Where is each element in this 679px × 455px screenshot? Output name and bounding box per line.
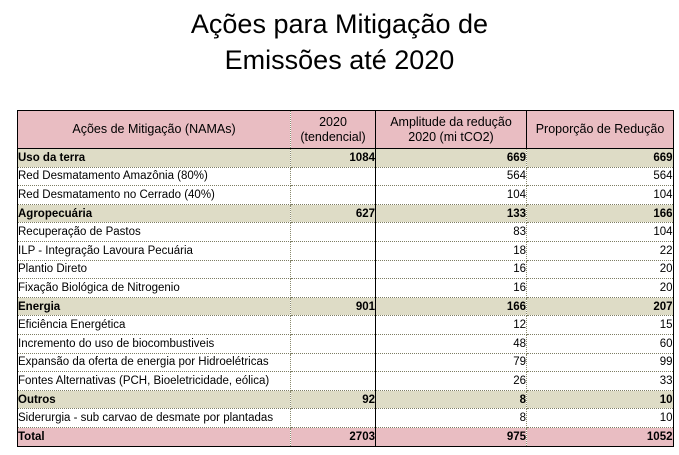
table-body: Uso da terra108466966924,7%24,7%Red Desm… — [17, 148, 674, 446]
cell-2020-tendencial — [290, 278, 376, 298]
table-row: Fontes Alternativas (PCH, Bioeletricidad… — [17, 371, 674, 391]
cell-2020-tendencial: 1084 — [290, 148, 376, 168]
cell-2020-tendencial — [290, 185, 376, 205]
cell-amplitude-min: 12 — [375, 315, 527, 335]
cell-amplitude-min: 8 — [375, 408, 527, 428]
cell-amplitude-min: 8 — [375, 390, 527, 410]
page-title-line-1: Ações para Mitigação de — [190, 9, 489, 39]
table-row: Red Desmatamento Amazônia (80%)56456420,… — [17, 167, 674, 187]
column-header-amplitude-line1: Amplitude da redução — [390, 114, 512, 129]
cell-2020-tendencial — [290, 315, 376, 335]
cell-2020-tendencial: 627 — [290, 204, 376, 224]
cell-amplitude-max: 564 — [526, 167, 674, 187]
cell-2020-tendencial — [290, 260, 376, 280]
cell-action-label: Fontes Alternativas (PCH, Bioeletricidad… — [17, 371, 291, 391]
table-row-group: Outros928100,3%0,4% — [17, 390, 674, 410]
table-row-group: Agropecuária6271331664,9%6,1% — [17, 204, 674, 224]
table-row: Siderurgia - sub carvao de desmate por p… — [17, 408, 674, 428]
mitigation-table-container: Ações de Mitigação (NAMAs) 2020 (tendenc… — [17, 110, 674, 447]
table-row: Fixação Biológica de Nitrogenio16200,6%0… — [17, 278, 674, 298]
table-row: Recuperação de Pastos831043,1%3,8% — [17, 222, 674, 242]
cell-amplitude-min: 26 — [375, 371, 527, 391]
cell-amplitude-min: 133 — [375, 204, 527, 224]
table-row-group: Uso da terra108466966924,7%24,7% — [17, 148, 674, 168]
cell-amplitude-max: 22 — [526, 241, 674, 261]
cell-action-label: Red Desmatamento no Cerrado (40%) — [17, 185, 291, 205]
cell-2020-tendencial — [290, 241, 376, 261]
cell-action-label: Plantio Direto — [17, 260, 291, 280]
table-row: ILP - Integração Lavoura Pecuária18220,7… — [17, 241, 674, 261]
table-header-row: Ações de Mitigação (NAMAs) 2020 (tendenc… — [17, 110, 673, 149]
column-header-2020-line2: (tendencial) — [300, 129, 366, 144]
column-header-amplitude: Amplitude da redução 2020 (mi tCO2) — [375, 110, 527, 149]
cell-2020-tendencial — [290, 167, 376, 187]
cell-amplitude-min: 166 — [375, 297, 527, 317]
column-header-proporcao: Proporção de Redução — [526, 110, 673, 149]
cell-amplitude-min: 564 — [375, 167, 527, 187]
cell-action-label: Uso da terra — [17, 148, 291, 168]
cell-2020-tendencial — [290, 334, 376, 354]
cell-action-label: Eficiência Energética — [17, 315, 291, 335]
cell-amplitude-max: 15 — [526, 315, 674, 335]
mitigation-actions-table: Ações de Mitigação (NAMAs) 2020 (tendenc… — [17, 110, 674, 447]
table-row: Red Desmatamento no Cerrado (40%)1041043… — [17, 185, 674, 205]
cell-action-label: Expansão da oferta de energia por Hidroe… — [17, 353, 291, 373]
cell-amplitude-min: 669 — [375, 148, 527, 168]
column-header-amplitude-line2: 2020 (mi tCO2) — [408, 129, 494, 144]
cell-2020-tendencial: 92 — [290, 390, 376, 410]
cell-action-label: Incremento do uso de biocombustiveis — [17, 334, 291, 354]
cell-2020-tendencial: 2703 — [290, 427, 376, 446]
cell-amplitude-min: 16 — [375, 260, 527, 280]
cell-action-label: Energia — [17, 297, 291, 317]
column-header-2020-line1: 2020 — [319, 114, 347, 129]
table-header: Ações de Mitigação (NAMAs) 2020 (tendenc… — [17, 110, 673, 149]
cell-amplitude-max: 1052 — [526, 427, 674, 446]
cell-action-label: Agropecuária — [17, 204, 291, 224]
cell-action-label: Fixação Biológica de Nitrogenio — [17, 278, 291, 298]
cell-amplitude-min: 975 — [375, 427, 527, 446]
cell-amplitude-min: 18 — [375, 241, 527, 261]
table-row: Eficiência Energética12150,4%0,6% — [17, 315, 674, 335]
page-title: Ações para Mitigação de Emissões até 202… — [0, 6, 679, 78]
cell-amplitude-max: 104 — [526, 222, 674, 242]
table-row-total: Total2703975105236,1%38,9% — [17, 427, 674, 446]
table-row: Expansão da oferta de energia por Hidroe… — [17, 353, 674, 373]
cell-action-label: Outros — [17, 390, 291, 410]
cell-amplitude-max: 669 — [526, 148, 674, 168]
cell-amplitude-max: 60 — [526, 334, 674, 354]
cell-amplitude-max: 166 — [526, 204, 674, 224]
cell-2020-tendencial — [290, 353, 376, 373]
cell-2020-tendencial — [290, 222, 376, 242]
table-row: Plantio Direto16200,6%0,7% — [17, 260, 674, 280]
cell-amplitude-min: 83 — [375, 222, 527, 242]
cell-amplitude-max: 99 — [526, 353, 674, 373]
cell-amplitude-min: 16 — [375, 278, 527, 298]
column-header-actions: Ações de Mitigação (NAMAs) — [17, 110, 291, 149]
cell-amplitude-min: 79 — [375, 353, 527, 373]
cell-amplitude-max: 10 — [526, 390, 674, 410]
cell-amplitude-min: 104 — [375, 185, 527, 205]
page-title-line-2: Emissões até 2020 — [224, 45, 455, 75]
cell-amplitude-max: 20 — [526, 260, 674, 280]
cell-amplitude-min: 48 — [375, 334, 527, 354]
column-header-2020-tendencial: 2020 (tendencial) — [290, 110, 376, 149]
cell-action-label: Red Desmatamento Amazônia (80%) — [17, 167, 291, 187]
table-row: Incremento do uso de biocombustiveis 48 60… — [17, 334, 674, 354]
cell-amplitude-max: 207 — [526, 297, 674, 317]
cell-action-label: Recuperação de Pastos — [17, 222, 291, 242]
cell-action-label: Siderurgia - sub carvao de desmate por p… — [17, 408, 291, 428]
cell-amplitude-max: 20 — [526, 278, 674, 298]
cell-2020-tendencial: 901 — [290, 297, 376, 317]
table-row-group: Energia9011662076,1%7,7% — [17, 297, 674, 317]
cell-2020-tendencial — [290, 408, 376, 428]
cell-2020-tendencial — [290, 371, 376, 391]
cell-amplitude-max: 104 — [526, 185, 674, 205]
cell-amplitude-max: 33 — [526, 371, 674, 391]
cell-amplitude-max: 10 — [526, 408, 674, 428]
cell-action-label: Total — [17, 427, 291, 446]
cell-action-label: ILP - Integração Lavoura Pecuária — [17, 241, 291, 261]
